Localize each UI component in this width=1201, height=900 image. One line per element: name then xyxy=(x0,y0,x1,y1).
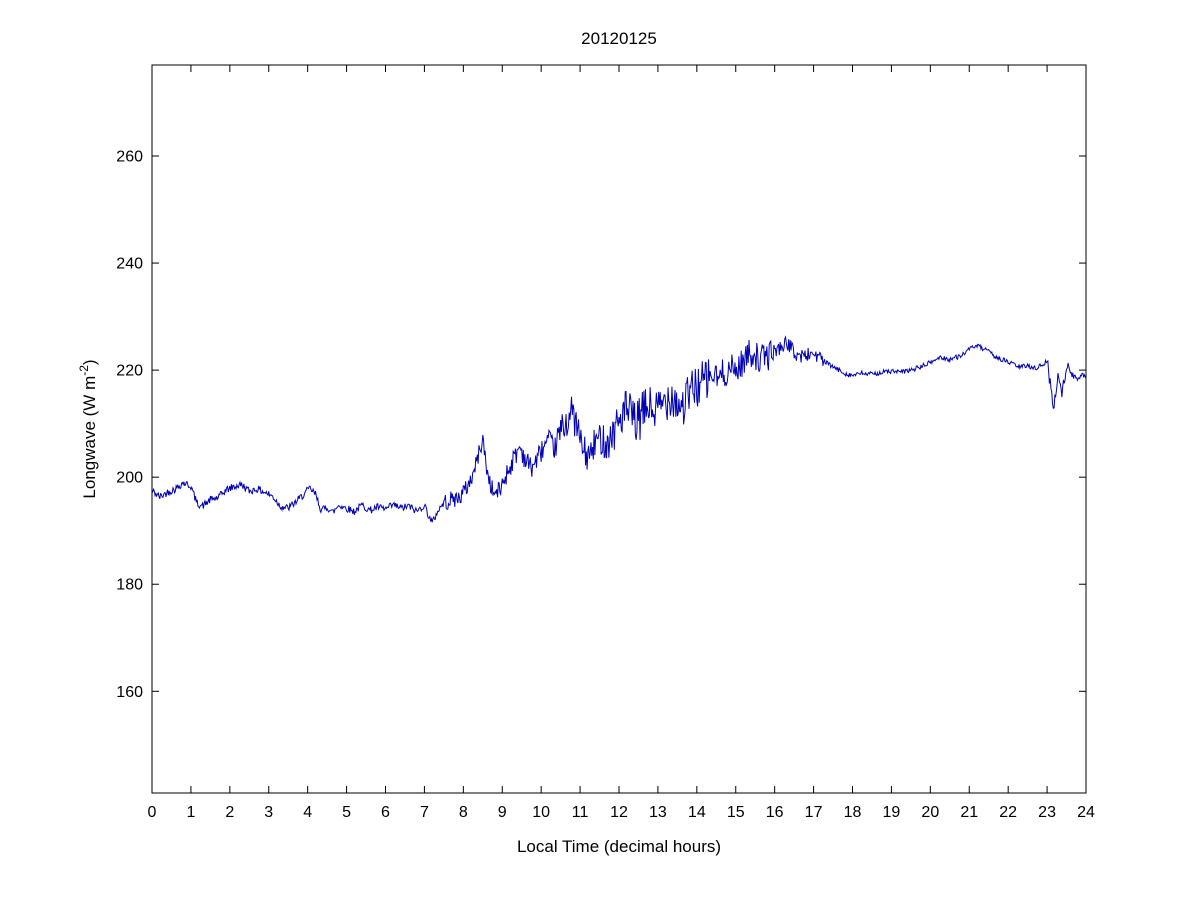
chart-title: 20120125 xyxy=(581,29,657,48)
y-tick-labels: 160 180 200 220 240 260 xyxy=(116,149,143,701)
x-tick-label: 8 xyxy=(459,804,468,821)
y-axis-label-superscript: -2 xyxy=(77,365,91,376)
y-tick-label: 220 xyxy=(116,363,143,380)
y-tick-label: 180 xyxy=(116,577,143,594)
x-tick-label: 0 xyxy=(148,804,157,821)
x-tick-label: 6 xyxy=(381,804,390,821)
axes-box xyxy=(151,64,1087,794)
tick-marks xyxy=(151,65,1087,793)
x-tick-label: 22 xyxy=(999,804,1017,821)
y-axis-label: Longwave (W m-2) xyxy=(77,359,99,498)
x-axis-label: Local Time (decimal hours) xyxy=(517,837,721,856)
x-tick-label: 17 xyxy=(805,804,823,821)
x-tick-label: 23 xyxy=(1038,804,1056,821)
x-tick-label: 2 xyxy=(225,804,234,821)
y-axis-label-close: ) xyxy=(80,359,99,365)
x-tick-label: 12 xyxy=(610,804,628,821)
x-tick-label: 5 xyxy=(342,804,351,821)
x-tick-label: 4 xyxy=(303,804,312,821)
y-tick-label: 260 xyxy=(116,149,143,166)
y-tick-label: 200 xyxy=(116,470,143,487)
x-tick-label: 18 xyxy=(844,804,862,821)
x-tick-label: 15 xyxy=(727,804,745,821)
x-tick-label: 3 xyxy=(264,804,273,821)
x-tick-label: 13 xyxy=(649,804,667,821)
x-tick-label: 24 xyxy=(1077,804,1095,821)
x-tick-label: 14 xyxy=(688,804,706,821)
x-tick-label: 10 xyxy=(532,804,550,821)
x-tick-label: 9 xyxy=(498,804,507,821)
x-tick-label: 11 xyxy=(572,804,589,821)
y-tick-label: 160 xyxy=(116,684,143,701)
x-tick-label: 1 xyxy=(186,804,195,821)
x-tick-label: 16 xyxy=(766,804,784,821)
x-tick-labels: 0 1 2 3 4 5 6 7 8 9 10 11 12 13 14 15 16 17 18 19 20 21 22 23 24 xyxy=(148,804,1095,821)
x-tick-label: 21 xyxy=(960,804,978,821)
x-tick-label: 7 xyxy=(420,804,429,821)
y-tick-label: 240 xyxy=(116,256,143,273)
y-axis-label-main: Longwave (W m xyxy=(80,376,99,499)
x-tick-label: 20 xyxy=(921,804,939,821)
data-line xyxy=(151,335,1087,523)
x-tick-label: 19 xyxy=(883,804,901,821)
